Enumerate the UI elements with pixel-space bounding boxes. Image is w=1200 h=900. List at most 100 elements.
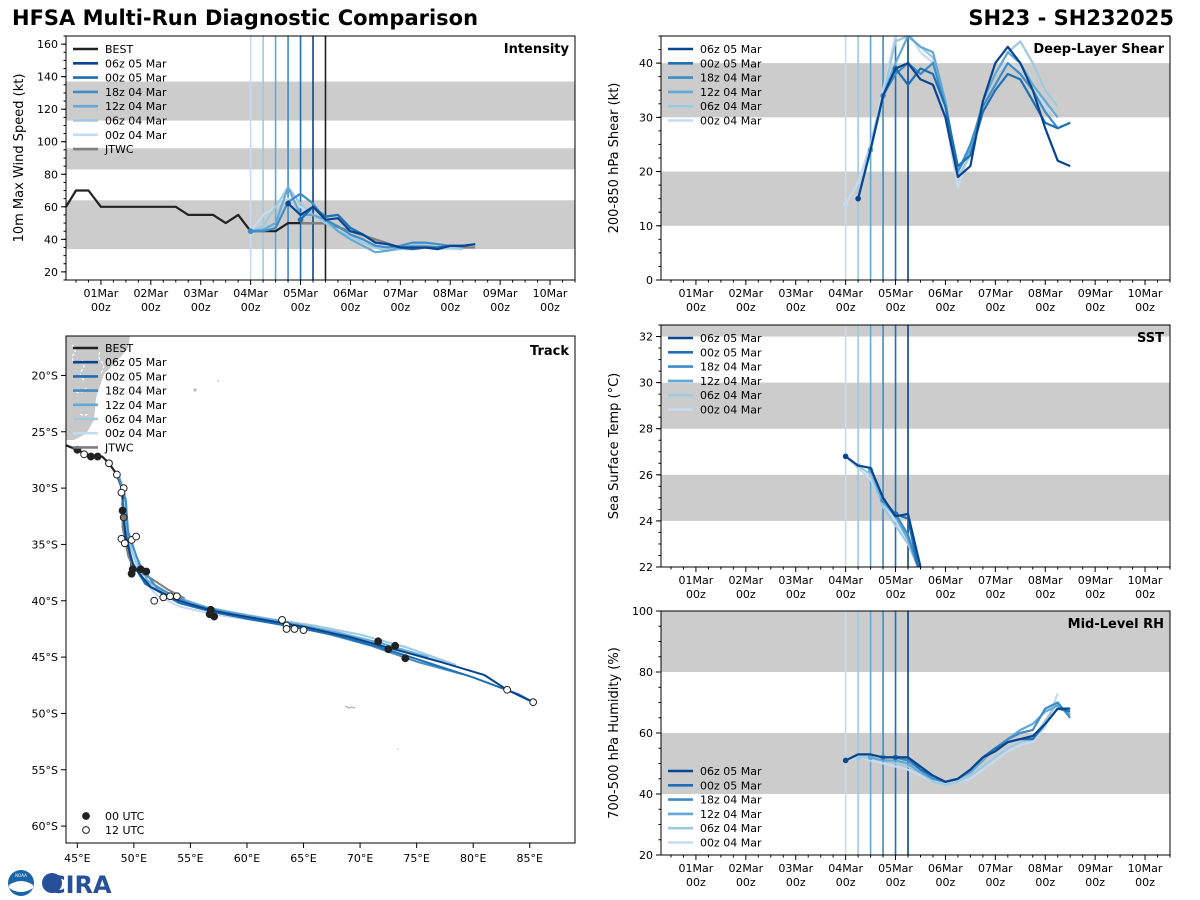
intensity-xtick-label: 00z <box>341 301 361 314</box>
shear-ytick-label: 40 <box>639 57 653 70</box>
track-xtick-label: 50°E <box>121 852 147 865</box>
intensity-xtick-label: 00z <box>490 301 510 314</box>
intensity-xtick-label: 10Mar <box>533 287 568 300</box>
rh-xtick-label: 00z <box>736 876 756 889</box>
track-marker-00utc <box>118 506 127 515</box>
shear-xtick-label: 07Mar <box>978 287 1013 300</box>
intensity-ylabel: 10m Max Wind Speed (kt) <box>12 74 27 243</box>
intensity-series-12z-04-mar <box>250 186 463 254</box>
track-marker-12utc <box>278 616 286 624</box>
intensity-xtick-label: 00z <box>540 301 560 314</box>
rh-xtick-label: 00z <box>1035 876 1055 889</box>
rh-ytick-label: 40 <box>639 788 653 801</box>
rh-legend-label: 00z 05 Mar <box>700 779 762 792</box>
sst-init-point <box>842 453 849 460</box>
track-marker-12utc <box>172 592 181 601</box>
intensity-xtick-label: 02Mar <box>133 287 168 300</box>
rh-series-06z-05-mar <box>845 707 1071 783</box>
sst-xtick-label: 04Mar <box>828 574 863 587</box>
sst-xtick-label: 00z <box>786 588 806 601</box>
track-legend-label: 18z 04 Mar <box>105 385 167 398</box>
shear-xtick-label: 09Mar <box>1078 287 1113 300</box>
sst-frame <box>660 324 1171 568</box>
island-heard <box>397 748 399 750</box>
track-marker-12utc <box>299 626 308 634</box>
sst-xtick-label: 05Mar <box>878 574 913 587</box>
shear-init-point <box>842 201 849 207</box>
rh-xtick-label: 04Mar <box>828 862 863 875</box>
track-xtick-label: 45°E <box>64 852 90 865</box>
shear-legend-label: 06z 04 Mar <box>700 100 762 113</box>
rh-xtick-label: 05Mar <box>878 862 913 875</box>
track-legend-label: 00z 04 Mar <box>105 427 167 440</box>
track-xtick-label: 85°E <box>517 852 543 865</box>
track-marker-12utc <box>529 698 538 707</box>
track-marker-00utc <box>384 645 393 654</box>
track-ytick-label: 25°S <box>32 426 58 439</box>
track-marker-00utc <box>86 452 95 461</box>
shear-legend-label: 00z 04 Mar <box>700 115 762 128</box>
track-legend-label: 00z 05 Mar <box>105 370 167 383</box>
madagascar-borders <box>71 344 105 416</box>
track-ytick-label: 45°S <box>32 651 58 664</box>
shear-series-06z-05-mar <box>857 45 1071 199</box>
rh-init-point <box>867 754 874 761</box>
intensity-init-point <box>247 228 254 234</box>
rh-xtick-label: 03Mar <box>778 862 813 875</box>
sst-xtick-label: 00z <box>1085 588 1105 601</box>
track-marker-12utc <box>120 539 129 548</box>
shear-xtick-label: 00z <box>836 301 856 314</box>
intensity-xtick-label: 09Mar <box>483 287 518 300</box>
shear-legend-label: 06z 05 Mar <box>700 43 762 56</box>
track-marker-legend-swatch <box>82 826 90 834</box>
shear-ytick-label: 10 <box>639 220 653 233</box>
intensity-legend-label: 00z 04 Mar <box>105 129 167 142</box>
rh-title: Mid-Level RH <box>1068 617 1164 632</box>
sst-xtick-label: 00z <box>836 588 856 601</box>
rh-band-1 <box>661 611 1170 672</box>
intensity-band-1 <box>66 148 575 170</box>
intensity-xtick-label: 08Mar <box>433 287 468 300</box>
track-marker-12utc <box>166 592 174 601</box>
intensity-xtick-label: 00z <box>91 301 111 314</box>
agency-logos: NOAA CIRA <box>8 870 112 898</box>
figure-title: HFSA Multi-Run Diagnostic Comparison <box>12 6 479 30</box>
sst-xtick-label: 00z <box>1135 588 1155 601</box>
intensity-ytick-label: 60 <box>44 201 58 214</box>
track-marker-00utc <box>119 513 128 522</box>
intensity-band-2 <box>66 81 575 121</box>
shear-ytick-label: 20 <box>639 166 653 179</box>
sst-plot-area <box>842 325 922 567</box>
shear-ytick-label: 30 <box>639 111 653 124</box>
sst-legend-label: 06z 05 Mar <box>700 332 762 345</box>
shear-legend-label: 00z 05 Mar <box>700 57 762 70</box>
sst-xtick-label: 06Mar <box>928 574 963 587</box>
intensity-legend-label: BEST <box>105 43 133 56</box>
sst-xtick-label: 02Mar <box>728 574 763 587</box>
intensity-legend-label: 12z 04 Mar <box>105 100 167 113</box>
sst-legend-label: 00z 04 Mar <box>700 404 762 417</box>
sst-legend-label: 12z 04 Mar <box>700 375 762 388</box>
track-marker-12utc <box>80 450 88 459</box>
shear-xtick-label: 00z <box>936 301 956 314</box>
sst-ytick-label: 32 <box>639 331 653 344</box>
intensity-xtick-label: 06Mar <box>333 287 368 300</box>
sst-title: SST <box>1137 331 1164 346</box>
track-series-06z-04-mar <box>117 473 457 666</box>
shear-xtick-label: 01Mar <box>679 287 714 300</box>
shear-xtick-label: 00z <box>786 301 806 314</box>
rh-legend-label: 12z 04 Mar <box>700 808 762 821</box>
track-series-18z-04-mar <box>118 478 463 675</box>
track-marker-00utc <box>142 567 151 576</box>
shear-xtick-label: 00z <box>1035 301 1055 314</box>
storm-id: SH23 - SH232025 <box>968 6 1174 30</box>
track-title: Track <box>530 344 569 359</box>
rh-xtick-label: 01Mar <box>679 862 714 875</box>
rh-xtick-label: 06Mar <box>928 862 963 875</box>
shear-xtick-label: 03Mar <box>778 287 813 300</box>
track-marker-12utc <box>290 625 299 633</box>
sst-series-06z-04-mar <box>857 464 920 567</box>
cira-logo-globe <box>42 873 62 893</box>
track-xtick-label: 70°E <box>347 852 373 865</box>
rh-xtick-label: 10Mar <box>1128 862 1163 875</box>
